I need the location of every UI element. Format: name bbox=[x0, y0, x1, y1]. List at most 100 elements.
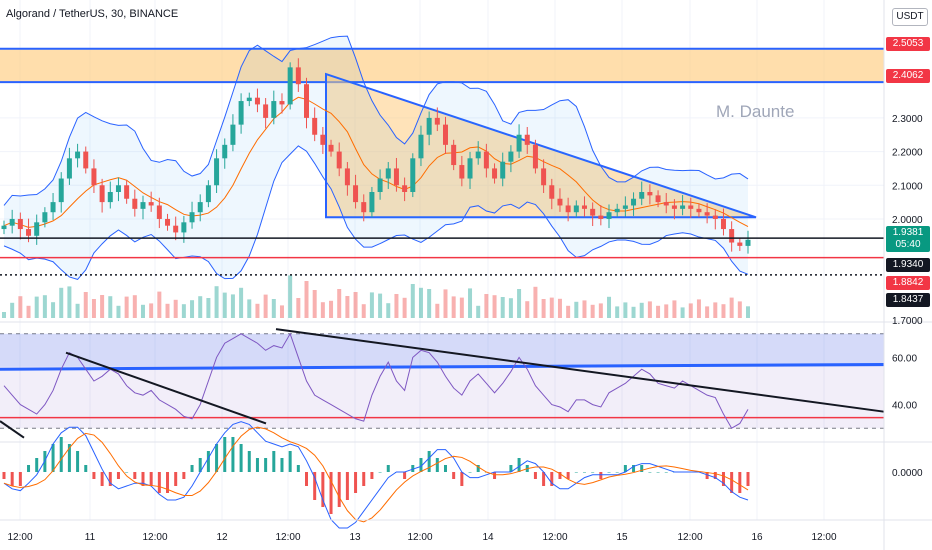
candle-body bbox=[66, 158, 72, 179]
time-tick-label: 12:00 bbox=[677, 532, 702, 543]
price-tick-label: 2.1000 bbox=[892, 181, 923, 192]
macd-histogram-bar bbox=[18, 472, 22, 486]
macd-histogram-bar bbox=[566, 472, 570, 479]
macd-histogram-bar bbox=[116, 472, 120, 479]
macd-histogram-bar bbox=[533, 472, 537, 479]
candle bbox=[622, 196, 628, 217]
volume-bar bbox=[10, 302, 15, 318]
volume-bar bbox=[508, 298, 513, 318]
time-tick-label: 16 bbox=[751, 532, 763, 543]
rsi-trendline-short bbox=[65, 351, 267, 425]
candle bbox=[418, 125, 424, 167]
candle-body bbox=[688, 205, 694, 209]
candle-body bbox=[451, 144, 457, 166]
candle-body bbox=[156, 205, 162, 219]
volume-bar bbox=[230, 294, 235, 318]
time-tick-label: 12:00 bbox=[142, 532, 167, 543]
candle-body bbox=[647, 192, 653, 196]
candle-body bbox=[369, 192, 375, 213]
candle-body bbox=[720, 218, 726, 230]
candle bbox=[720, 208, 726, 236]
volume-bar bbox=[51, 302, 56, 318]
candle-body bbox=[729, 229, 735, 243]
macd-histogram-bar bbox=[582, 472, 586, 473]
candle bbox=[541, 159, 547, 194]
time-tick-label: 12:00 bbox=[275, 532, 300, 543]
candle bbox=[83, 146, 89, 174]
macd-histogram-bar bbox=[329, 472, 333, 514]
volume-bar bbox=[435, 303, 440, 318]
candle bbox=[304, 77, 310, 129]
volume-bar bbox=[418, 287, 423, 318]
candle bbox=[565, 197, 571, 222]
candle bbox=[205, 180, 211, 208]
candle bbox=[516, 124, 522, 158]
candle bbox=[737, 237, 743, 251]
volume-bar bbox=[500, 297, 505, 318]
volume-bar bbox=[279, 305, 284, 318]
macd-histogram-bar bbox=[730, 472, 734, 493]
candle-body bbox=[271, 101, 277, 118]
macd-histogram-bar bbox=[354, 472, 358, 493]
volume-bar bbox=[402, 297, 407, 318]
horizontal-levels bbox=[0, 237, 884, 276]
candle-body bbox=[173, 225, 179, 233]
volume-bar bbox=[67, 286, 72, 318]
candle bbox=[442, 116, 448, 154]
volume-bar bbox=[639, 302, 644, 318]
candle-body bbox=[655, 195, 661, 203]
volume-bar bbox=[116, 305, 121, 318]
macd-histogram-bar bbox=[255, 458, 259, 472]
volume-bar bbox=[549, 297, 554, 318]
candle-body bbox=[565, 205, 571, 213]
macd-histogram-bar bbox=[133, 472, 137, 479]
candle bbox=[1, 220, 7, 235]
macd-line bbox=[3, 421, 749, 529]
macd-histogram-bar bbox=[2, 472, 6, 479]
macd-histogram-bar bbox=[419, 458, 423, 472]
volume-bar bbox=[214, 286, 219, 318]
candle-body bbox=[1, 225, 7, 230]
candle-body bbox=[712, 215, 718, 219]
volume-bar bbox=[83, 292, 88, 318]
macd-histogram-bar bbox=[100, 472, 104, 486]
candle bbox=[17, 212, 23, 240]
volume-bar bbox=[337, 289, 342, 318]
candle bbox=[66, 147, 72, 185]
candle-body bbox=[197, 202, 203, 213]
macd-histogram-bar bbox=[84, 465, 88, 472]
candle-body bbox=[704, 212, 710, 216]
volume-bar bbox=[124, 296, 129, 318]
candlesticks bbox=[1, 58, 751, 254]
candle bbox=[369, 186, 375, 218]
volume-bar bbox=[696, 299, 701, 318]
candle bbox=[99, 178, 105, 213]
macd-histogram-bar bbox=[67, 444, 71, 472]
descending-triangle[interactable] bbox=[325, 72, 757, 219]
candle-body bbox=[467, 158, 473, 179]
candle bbox=[263, 98, 269, 129]
macd-histogram-bar bbox=[198, 458, 202, 472]
price-label-last-value: 1.9381 bbox=[892, 227, 924, 238]
candle-body bbox=[17, 218, 23, 230]
macd-histogram-bar bbox=[92, 472, 96, 479]
candle-body bbox=[614, 208, 620, 213]
candle bbox=[75, 143, 81, 168]
macd-pane bbox=[0, 421, 932, 529]
rsi-tick-label: 40.00 bbox=[892, 401, 917, 412]
candle bbox=[696, 203, 702, 218]
candle bbox=[214, 149, 220, 194]
currency-button[interactable]: USDT bbox=[892, 8, 928, 26]
candle-body bbox=[58, 178, 64, 203]
candle bbox=[287, 62, 293, 110]
candle bbox=[385, 162, 391, 189]
macd-signal-line bbox=[3, 426, 749, 523]
volume-bar bbox=[247, 299, 252, 318]
volume-bar bbox=[296, 298, 301, 318]
candle-body bbox=[344, 168, 350, 186]
candle-body bbox=[590, 208, 596, 216]
candle-body bbox=[34, 222, 40, 236]
volume-bar bbox=[206, 298, 211, 318]
candle bbox=[246, 92, 252, 107]
